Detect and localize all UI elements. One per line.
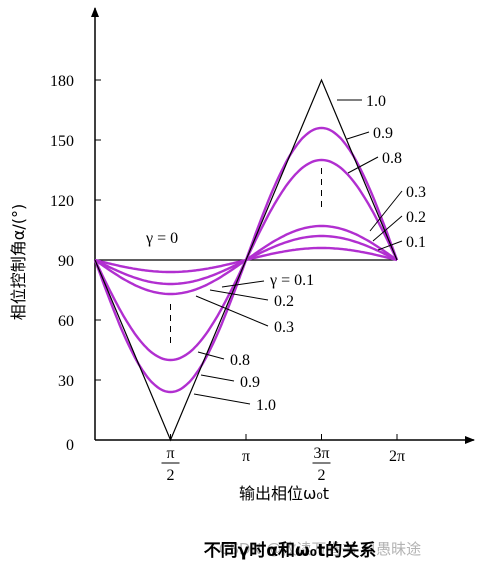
plot-area	[93, 78, 399, 442]
series-point-gamma-0.3	[321, 225, 322, 226]
series-line-gamma-1.0	[94, 78, 398, 442]
x-tick-label-numerator: 3π	[313, 445, 329, 462]
x-axis-title: 输出相位ω₀t	[239, 484, 329, 503]
series-point-gamma-1.0	[170, 439, 171, 440]
x-tick-label-denominator: 2	[318, 467, 326, 484]
series-label-gamma-1.0: 1.0	[256, 397, 276, 414]
y-tick-label: 180	[50, 73, 74, 90]
series-label-gamma-0.8: 0.8	[230, 352, 250, 369]
series-label-gamma-0.9: 0.9	[240, 374, 260, 391]
series-point-gamma-0.9	[321, 127, 322, 128]
chart-caption: 不同γ时α和ω₀t的关系	[204, 540, 377, 561]
y-tick-label: 0	[66, 437, 74, 454]
watermark: CSDN @攸读万卷书 只愚昧途	[219, 540, 421, 558]
series-point-gamma-1.0	[321, 79, 322, 80]
series-point-gamma-0.8	[321, 159, 322, 160]
y-tick-label: 120	[50, 193, 74, 210]
series-point-gamma-0.1	[321, 247, 322, 248]
series-point-gamma-0	[170, 259, 171, 260]
series-point-gamma-1.0	[396, 259, 397, 260]
x-tick-label-denominator: 2	[167, 467, 175, 484]
series-point-gamma-0.2	[170, 283, 171, 284]
x-tick-label: π	[242, 448, 250, 465]
series-label-gamma-0.1: γ = 0.1	[269, 272, 314, 289]
leader-line	[221, 280, 265, 288]
y-tick-label: 60	[58, 313, 74, 330]
series-point-gamma-0.1	[170, 271, 171, 272]
series-label-gamma-0: γ = 0	[145, 230, 178, 247]
leader-line	[347, 156, 379, 174]
series-point-gamma-0.2	[321, 235, 322, 236]
y-axis-title: 相位控制角α/(°)	[9, 204, 28, 320]
series-labels: 0.1γ = 0.10.20.20.30.30.80.80.90.91.01.0…	[145, 93, 426, 414]
series-label-gamma-0.1: 0.1	[406, 234, 426, 251]
leader-line	[377, 240, 403, 251]
y-tick-label: 90	[58, 253, 74, 270]
series-point-gamma-0.3	[170, 293, 171, 294]
series-point-gamma-0	[321, 259, 322, 260]
series-point-gamma-1.0	[94, 259, 95, 260]
series-point-gamma-1.0	[245, 259, 246, 260]
leader-line	[369, 190, 403, 232]
series-point-gamma-0.9	[170, 391, 171, 392]
y-tick-label: 30	[58, 373, 74, 390]
leader-line	[200, 374, 235, 382]
series-label-gamma-0.9: 0.9	[373, 125, 393, 142]
leader-line	[209, 289, 269, 301]
series-point-gamma-0.8	[170, 359, 171, 360]
leader-line	[346, 131, 370, 140]
leader-line	[193, 393, 251, 405]
series-label-gamma-0.3: 0.3	[406, 184, 426, 201]
x-tick-label-numerator: π	[166, 445, 174, 462]
leader-line	[197, 351, 225, 360]
x-tick-label: 2π	[389, 448, 405, 465]
series-label-gamma-0.3: 0.3	[274, 319, 294, 336]
series-label-gamma-0.2: 0.2	[274, 293, 294, 310]
leader-line	[195, 295, 269, 327]
leader-line	[372, 215, 403, 242]
series-label-gamma-0.2: 0.2	[406, 209, 426, 226]
y-tick-label: 150	[50, 133, 74, 150]
series-label-gamma-1.0: 1.0	[366, 93, 386, 110]
series-label-gamma-0.8: 0.8	[382, 150, 402, 167]
